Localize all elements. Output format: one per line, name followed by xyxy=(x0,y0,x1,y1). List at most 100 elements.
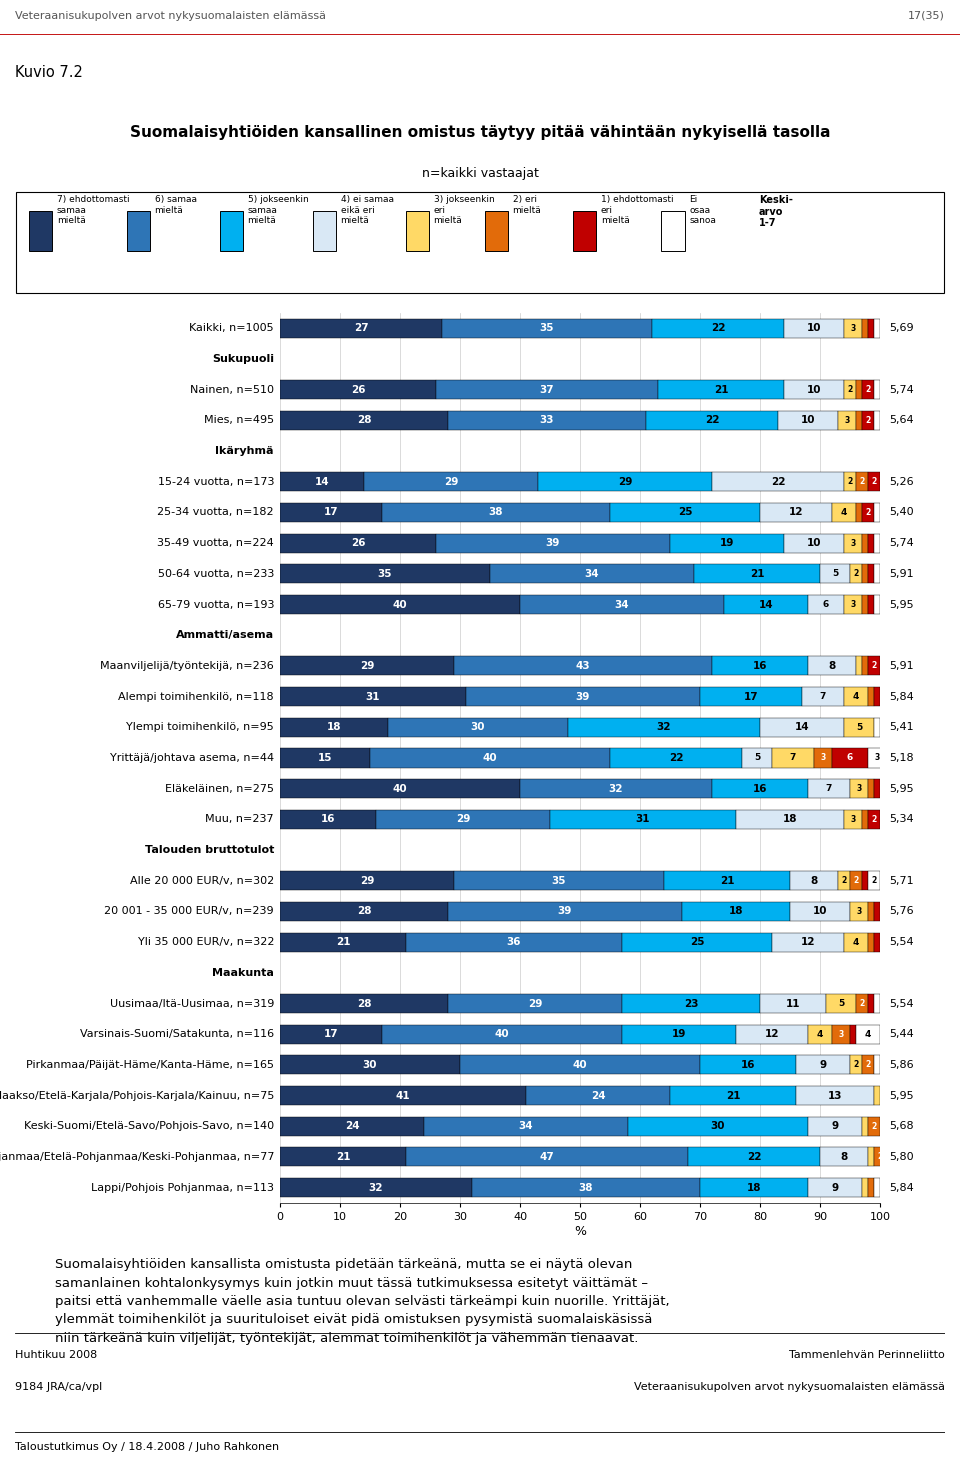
Text: 2: 2 xyxy=(859,477,865,486)
Bar xyxy=(862,656,868,675)
Bar xyxy=(712,779,808,798)
Bar xyxy=(790,871,838,890)
Bar xyxy=(436,534,670,553)
Bar xyxy=(448,902,682,921)
Bar xyxy=(874,411,880,430)
Text: 3: 3 xyxy=(845,415,850,424)
Bar xyxy=(868,1147,874,1166)
Bar xyxy=(862,411,874,430)
Text: 39: 39 xyxy=(546,538,561,548)
Text: 4: 4 xyxy=(865,1030,871,1039)
Text: Lappi/Pohjois Pohjanmaa, n=113: Lappi/Pohjois Pohjanmaa, n=113 xyxy=(91,1182,274,1193)
Text: 22: 22 xyxy=(710,324,725,334)
Text: Suomalaisyhtiöiden kansallista omistusta pidetään tärkeänä, mutta se ei näytä ol: Suomalaisyhtiöiden kansallista omistusta… xyxy=(55,1258,670,1345)
Bar xyxy=(700,687,802,706)
Text: 21: 21 xyxy=(750,569,764,579)
Text: 5,18: 5,18 xyxy=(889,752,914,763)
Bar xyxy=(760,503,832,522)
Text: 2: 2 xyxy=(865,415,871,424)
Text: Mies, n=495: Mies, n=495 xyxy=(204,415,274,426)
Bar xyxy=(29,211,52,251)
Text: 3) jokseenkin
eri
mieltä: 3) jokseenkin eri mieltä xyxy=(434,195,494,225)
Text: 3: 3 xyxy=(838,1030,844,1039)
Text: 18: 18 xyxy=(782,814,797,825)
Text: 25-34 vuotta, n=182: 25-34 vuotta, n=182 xyxy=(157,507,274,517)
Bar xyxy=(862,1117,868,1135)
Bar xyxy=(808,1117,862,1135)
Bar xyxy=(406,211,429,251)
Text: 10: 10 xyxy=(806,384,821,395)
Text: 3: 3 xyxy=(856,785,862,794)
Text: 29: 29 xyxy=(528,999,542,1008)
Bar xyxy=(874,779,880,798)
Bar xyxy=(850,1024,856,1043)
Bar xyxy=(856,380,862,399)
Bar xyxy=(382,503,610,522)
Text: 35: 35 xyxy=(377,569,393,579)
Bar xyxy=(682,902,790,921)
Bar xyxy=(280,687,466,706)
Text: 40: 40 xyxy=(393,600,407,609)
Text: 41: 41 xyxy=(396,1091,410,1101)
Bar xyxy=(364,473,538,491)
Bar xyxy=(658,380,784,399)
Bar xyxy=(280,810,376,829)
Bar xyxy=(610,748,742,767)
Text: 5,95: 5,95 xyxy=(889,1091,914,1101)
Text: 9: 9 xyxy=(831,1122,839,1131)
Text: 5: 5 xyxy=(832,569,838,578)
Text: 4: 4 xyxy=(852,937,859,946)
Text: 5,64: 5,64 xyxy=(889,415,914,426)
Text: 37: 37 xyxy=(540,384,554,395)
Text: 3: 3 xyxy=(851,600,855,609)
Bar xyxy=(868,596,874,613)
Text: 5,40: 5,40 xyxy=(889,507,914,517)
Text: Yli 35 000 EUR/v, n=322: Yli 35 000 EUR/v, n=322 xyxy=(137,937,274,947)
Bar xyxy=(772,933,844,952)
Text: 2: 2 xyxy=(859,999,865,1008)
Text: Pohjanmaa/Etelä-Pohjanmaa/Keski-Pohjanmaa, n=77: Pohjanmaa/Etelä-Pohjanmaa/Keski-Pohjanma… xyxy=(0,1151,274,1162)
Text: 21: 21 xyxy=(720,876,734,885)
Text: Talouden bruttotulot: Talouden bruttotulot xyxy=(145,845,274,856)
Text: 5: 5 xyxy=(838,999,844,1008)
Text: 5,86: 5,86 xyxy=(889,1060,914,1070)
Text: 3: 3 xyxy=(856,907,862,916)
Text: 26: 26 xyxy=(350,538,365,548)
Bar xyxy=(280,565,490,584)
Text: 18: 18 xyxy=(747,1182,761,1193)
Text: 30: 30 xyxy=(710,1122,725,1131)
Bar xyxy=(313,211,336,251)
Bar xyxy=(868,902,874,921)
Text: 10: 10 xyxy=(806,538,821,548)
Bar xyxy=(868,1117,880,1135)
Text: 5,91: 5,91 xyxy=(889,569,914,579)
Bar xyxy=(874,1178,880,1197)
Bar xyxy=(784,534,844,553)
Text: 21: 21 xyxy=(713,384,729,395)
Bar xyxy=(448,995,622,1012)
Bar xyxy=(736,810,844,829)
Text: 22: 22 xyxy=(669,752,684,763)
Text: 3: 3 xyxy=(851,814,855,823)
Text: 17(35): 17(35) xyxy=(908,10,945,21)
Bar xyxy=(868,565,874,584)
Bar xyxy=(664,871,790,890)
Text: 40: 40 xyxy=(393,783,407,794)
Text: 2: 2 xyxy=(853,569,858,578)
Text: 34: 34 xyxy=(518,1122,534,1131)
Text: 3: 3 xyxy=(821,754,826,763)
Text: 31: 31 xyxy=(366,692,380,702)
Bar xyxy=(874,534,880,553)
Text: Alempi toimihenkilö, n=118: Alempi toimihenkilö, n=118 xyxy=(118,692,274,702)
Bar xyxy=(874,687,880,706)
Text: Maanviljelijä/työntekijä, n=236: Maanviljelijä/työntekijä, n=236 xyxy=(100,661,274,671)
Text: Taloustutkimus Oy / 18.4.2008 / Juho Rahkonen: Taloustutkimus Oy / 18.4.2008 / Juho Rah… xyxy=(15,1443,279,1451)
Bar xyxy=(724,596,808,613)
Bar xyxy=(376,810,550,829)
Bar xyxy=(874,1147,886,1166)
FancyBboxPatch shape xyxy=(16,192,944,293)
Bar xyxy=(862,380,874,399)
Text: 9: 9 xyxy=(831,1182,839,1193)
Bar xyxy=(796,1055,850,1075)
Bar xyxy=(442,319,652,338)
